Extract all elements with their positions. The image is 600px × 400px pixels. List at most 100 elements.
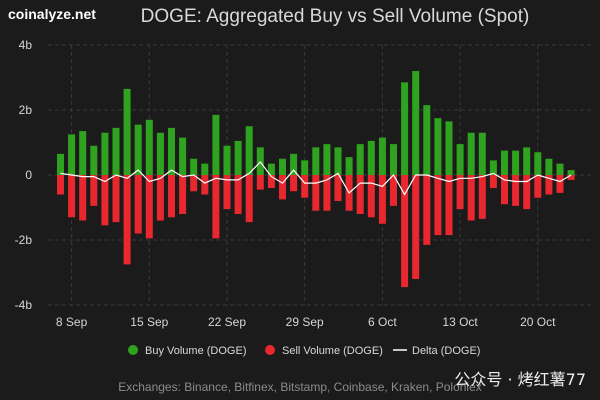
buy-bar [412,71,420,175]
sell-bar [534,175,542,198]
buy-bar [123,88,131,175]
legend-marker [265,345,275,355]
x-axis: 8 Sep 15 Sep 22 Sep 29 Sep 6 Oct 13 Oct 20 Oct [56,315,556,329]
x-tick-label: 22 Sep [208,315,246,329]
buy-bar [401,82,409,175]
sell-bar [512,175,520,206]
buy-bar [567,170,575,175]
legend-marker [128,345,138,355]
buy-bar [212,114,220,175]
buy-bar [134,124,142,175]
buy-bar [456,144,464,175]
buy-bar [201,163,209,175]
sell-bar [68,175,76,218]
sell-bar [467,175,475,221]
buy-bar [467,132,475,175]
buy-bar [245,126,253,175]
buy-bar [57,153,64,175]
sell-bar [390,175,397,206]
sell-bar [223,175,231,210]
buy-bar [145,119,153,175]
buy-bar [190,158,198,175]
sell-bar [323,175,331,211]
buy-bar [267,163,275,175]
y-tick-label: -2b [15,233,33,247]
buy-bar [367,140,375,175]
x-tick-label: 29 Sep [286,315,324,329]
sell-bar [145,175,153,239]
sell-bar [134,175,142,234]
buy-bar [556,163,564,175]
sell-bar [434,175,442,236]
sell-bar [312,175,320,211]
sell-bar [168,175,175,218]
buy-bar [234,140,242,175]
sell-bar [190,175,198,192]
buy-bar [378,137,386,175]
buy-bar [356,144,364,175]
buy-bar [534,152,542,175]
buy-bar [101,132,109,175]
buy-bar [112,127,120,175]
sell-bar [90,175,98,206]
sell-bar [556,175,564,193]
buy-bar [301,160,309,175]
sell-bar [112,175,120,223]
buy-bar [512,150,520,175]
watermark: 公众号 · 烤红薯77 [454,370,586,389]
x-tick-label: 8 Sep [56,315,88,329]
sell-bar [256,175,264,190]
buy-bar [434,118,442,175]
sell-bar [423,175,431,245]
brand-logo: coinalyze.net [8,6,96,22]
x-tick-label: 15 Sep [130,315,168,329]
y-tick-label: 4b [19,38,33,52]
buy-bar [90,145,98,175]
x-tick-label: 6 Oct [368,315,397,329]
legend-label: Sell Volume (DOGE) [282,345,383,357]
sell-bar [367,175,375,218]
sell-bar [401,175,409,288]
exchanges-footer: Exchanges: Binance, Bitfinex, Bitstamp, … [118,380,482,394]
sell-bar [267,175,275,188]
buy-bar [523,147,531,175]
buy-bar [345,157,353,175]
sell-bar [57,175,64,195]
sell-bar [356,175,364,214]
y-tick-label: 0 [25,168,32,182]
buy-bar [279,158,286,175]
buy-bar [156,132,164,175]
sell-bar [478,175,486,219]
sell-bar [245,175,253,223]
sell-bar [101,175,109,226]
y-axis: 4b 2b 0 -2b -4b [15,38,33,312]
sell-bar [290,175,298,192]
buy-bar [168,127,175,175]
sell-bar [123,175,131,265]
sell-bar [279,175,286,200]
sell-bar [412,175,420,279]
sell-bar [234,175,242,214]
sell-bar [179,175,187,214]
chart-title: DOGE: Aggregated Buy vs Sell Volume (Spo… [140,6,530,27]
sell-bar [501,175,508,205]
buy-bar [489,160,497,175]
sell-bar [212,175,220,239]
sell-bar [378,175,386,224]
sell-bar [201,175,209,195]
buy-bar [179,137,187,175]
buy-bar [323,144,331,175]
sell-bar [445,175,453,236]
sell-bar [456,175,464,210]
buy-bar [334,147,342,175]
sell-bar [567,175,575,180]
bars [57,71,575,288]
sell-bar [156,175,164,221]
buy-bar [445,121,453,175]
x-tick-label: 13 Oct [442,315,478,329]
legend-label: Delta (DOGE) [412,345,480,357]
buy-bar [290,153,298,175]
x-tick-label: 20 Oct [520,315,556,329]
delta-line [60,161,572,196]
